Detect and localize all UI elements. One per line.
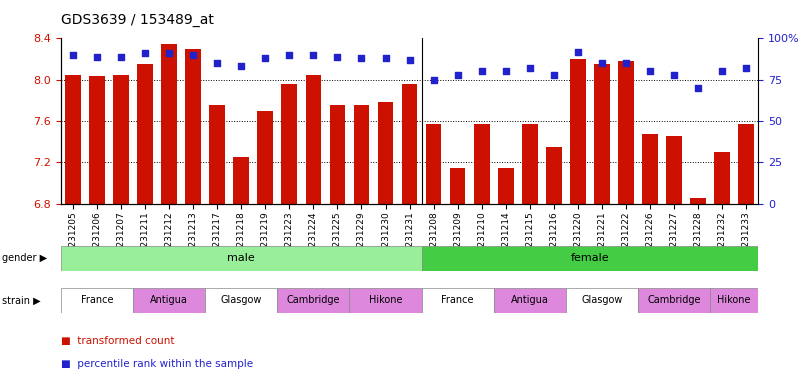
Point xyxy=(644,68,657,74)
Bar xyxy=(570,59,586,204)
Text: Antigua: Antigua xyxy=(150,295,188,306)
Point xyxy=(379,55,392,61)
Bar xyxy=(277,288,350,313)
Bar xyxy=(306,74,321,204)
Text: France: France xyxy=(80,295,114,306)
Bar xyxy=(710,288,758,313)
Bar xyxy=(494,288,566,313)
Bar xyxy=(234,157,249,204)
Bar xyxy=(65,74,80,204)
Bar xyxy=(714,152,730,204)
Point xyxy=(692,85,705,91)
Bar xyxy=(89,76,105,204)
Bar xyxy=(667,136,682,204)
Bar xyxy=(137,64,152,204)
Bar xyxy=(474,124,490,204)
Point xyxy=(427,76,440,83)
Text: Cambridge: Cambridge xyxy=(286,295,340,306)
Bar xyxy=(522,124,538,204)
Point xyxy=(259,55,272,61)
Text: gender ▶: gender ▶ xyxy=(2,253,47,263)
Bar xyxy=(638,288,710,313)
Bar xyxy=(422,288,494,313)
Bar xyxy=(498,169,513,204)
Bar xyxy=(690,199,706,204)
Bar xyxy=(566,288,638,313)
Point xyxy=(716,68,729,74)
Point xyxy=(523,65,536,71)
Point xyxy=(403,57,416,63)
Text: Cambridge: Cambridge xyxy=(647,295,701,306)
Point xyxy=(67,52,79,58)
Bar xyxy=(257,111,273,204)
Bar xyxy=(185,49,201,204)
Text: ■  transformed count: ■ transformed count xyxy=(61,336,174,346)
Point xyxy=(500,68,513,74)
Bar xyxy=(205,288,277,313)
Point xyxy=(595,60,608,66)
Bar xyxy=(329,106,345,204)
Point xyxy=(114,53,127,60)
Point xyxy=(162,50,175,56)
Point xyxy=(740,65,753,71)
Text: ■  percentile rank within the sample: ■ percentile rank within the sample xyxy=(61,359,253,369)
Bar xyxy=(350,288,422,313)
Bar xyxy=(114,74,129,204)
Text: strain ▶: strain ▶ xyxy=(2,295,41,306)
Point xyxy=(451,72,464,78)
Text: male: male xyxy=(227,253,255,263)
Bar xyxy=(354,106,369,204)
Bar xyxy=(133,288,205,313)
Text: Hikone: Hikone xyxy=(369,295,402,306)
Point xyxy=(307,52,320,58)
Bar xyxy=(209,106,225,204)
Point xyxy=(90,53,103,60)
Bar xyxy=(739,124,754,204)
Point xyxy=(620,60,633,66)
Text: female: female xyxy=(571,253,609,263)
Text: Antigua: Antigua xyxy=(511,295,549,306)
Bar xyxy=(618,61,634,204)
Bar xyxy=(61,288,133,313)
Point xyxy=(547,72,560,78)
Bar xyxy=(281,84,297,204)
Bar xyxy=(594,64,610,204)
Bar xyxy=(546,147,562,204)
Bar xyxy=(450,169,466,204)
Text: Glasgow: Glasgow xyxy=(581,295,623,306)
Point xyxy=(331,53,344,60)
Text: France: France xyxy=(441,295,474,306)
Bar xyxy=(161,43,177,204)
Point xyxy=(234,63,247,70)
Point xyxy=(667,72,680,78)
Point xyxy=(187,52,200,58)
Point xyxy=(572,48,585,55)
Bar xyxy=(642,134,658,204)
Point xyxy=(283,52,296,58)
Point xyxy=(355,55,368,61)
Point xyxy=(475,68,488,74)
Bar xyxy=(61,246,422,271)
Text: GDS3639 / 153489_at: GDS3639 / 153489_at xyxy=(61,13,214,27)
Point xyxy=(139,50,152,56)
Bar xyxy=(426,124,441,204)
Text: Hikone: Hikone xyxy=(718,295,751,306)
Text: Glasgow: Glasgow xyxy=(221,295,262,306)
Bar xyxy=(378,103,393,204)
Point xyxy=(211,60,224,66)
Bar xyxy=(422,246,758,271)
Bar xyxy=(401,84,418,204)
